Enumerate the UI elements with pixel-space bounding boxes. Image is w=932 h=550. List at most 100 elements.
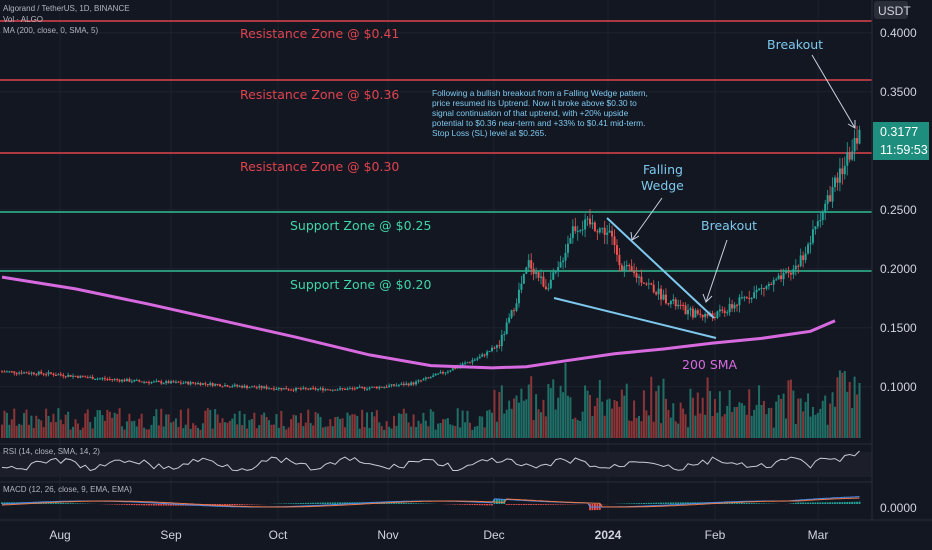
candle-body — [368, 387, 371, 389]
candle-body — [373, 386, 376, 388]
macd-bar — [47, 502, 50, 504]
candle-body — [799, 255, 802, 267]
macd-bar — [547, 504, 550, 505]
volume-bar — [45, 408, 48, 438]
candle-body — [397, 384, 400, 386]
candle-body — [834, 177, 836, 188]
macd-bar — [816, 502, 819, 504]
candle-body — [645, 283, 648, 285]
currency-box[interactable] — [874, 1, 908, 19]
volume-bar — [510, 408, 513, 438]
candle-body — [704, 313, 707, 318]
volume-bar — [54, 422, 57, 438]
macd-bar — [50, 502, 52, 504]
volume-bar — [361, 409, 364, 438]
macd-bar — [469, 504, 471, 505]
macd-bar — [665, 502, 667, 504]
candle-body — [664, 294, 667, 304]
rsi-line — [1, 450, 860, 472]
macd-bar — [304, 502, 307, 504]
macd-bar — [532, 504, 535, 505]
macd-bar — [853, 501, 856, 504]
candle-body — [358, 386, 361, 388]
volume-bar — [552, 379, 555, 438]
macd-bar — [459, 504, 462, 505]
candle-body — [660, 288, 663, 300]
volume-bar — [535, 394, 538, 438]
volume-bar — [59, 419, 62, 438]
macd-bar — [635, 503, 638, 504]
candle-body — [402, 383, 405, 386]
x-tick-labels: Aug Sep Oct Nov Dec 2024 Feb Mar — [49, 528, 828, 542]
candle-body — [750, 298, 753, 300]
volume-bar — [201, 423, 204, 438]
volume-bar — [831, 392, 834, 438]
macd-bar — [476, 504, 479, 506]
candle-body — [272, 388, 275, 390]
candle-body — [223, 385, 226, 387]
candle-body — [356, 386, 359, 389]
candle-body — [811, 229, 814, 243]
volume-bar — [272, 424, 275, 438]
price-axis[interactable]: USDT 0.4000 0.3500 0.2500 0.2000 0.1500 0.100… — [871, 0, 932, 550]
candle-body — [211, 383, 214, 386]
macd-bar — [145, 504, 148, 506]
support-025-label: Support Zone @ $0.25 — [290, 218, 431, 233]
macd-bar — [417, 503, 420, 504]
volume-bar — [740, 403, 743, 438]
candle-body — [265, 386, 268, 389]
candle-body — [819, 220, 822, 222]
candle-body — [135, 379, 138, 381]
volume-bar — [128, 413, 131, 438]
macd-bar — [537, 504, 540, 505]
volume-bar — [721, 416, 724, 438]
candle-body — [613, 236, 616, 245]
volume-bar — [172, 421, 175, 438]
volume-bar — [809, 416, 812, 438]
last-price-value: 0.3177 — [880, 125, 918, 139]
volume-bar — [618, 406, 621, 438]
volume-bar — [81, 427, 84, 438]
volume-bar — [687, 427, 689, 438]
candle-body — [148, 382, 150, 384]
candle-body — [821, 211, 824, 221]
macd-bar — [520, 504, 523, 505]
volume-bar — [378, 422, 381, 438]
candle-body — [442, 372, 444, 374]
candle-body — [45, 374, 48, 376]
macd-bar — [292, 503, 295, 504]
candle-body — [461, 363, 464, 366]
candle-body — [329, 389, 332, 391]
candle-body — [503, 334, 506, 336]
candlesticks — [1, 125, 861, 393]
candle-body — [498, 345, 501, 347]
volume-bar — [363, 427, 366, 438]
candle-body — [189, 382, 192, 385]
volume-bar — [650, 376, 653, 438]
candle-body — [380, 386, 383, 388]
volume-bar — [275, 414, 278, 438]
candle-body — [287, 389, 290, 391]
description-line: Stop Loss (SL) level at $0.265. — [432, 128, 547, 138]
description-line: potential to $0.36 near-term and +33% to… — [432, 118, 645, 128]
volume-bar — [446, 418, 449, 438]
candle-body — [731, 304, 734, 309]
volume-bar — [503, 413, 506, 438]
candle-body — [471, 360, 474, 363]
volume-bar — [520, 388, 523, 438]
macd-bar — [238, 504, 241, 505]
volume-bar — [640, 421, 643, 438]
candle-body — [726, 312, 729, 314]
candle-body — [253, 386, 256, 388]
candle-body — [628, 265, 631, 267]
x-tick-label: Nov — [377, 528, 398, 542]
volume-bar — [383, 429, 386, 438]
macd-bar — [500, 499, 503, 504]
candle-body — [366, 388, 369, 390]
volume-bar — [581, 411, 584, 438]
time-axis[interactable]: Aug Sep Oct Nov Dec 2024 Feb Mar — [0, 519, 932, 550]
macd-bar — [824, 502, 827, 504]
candle-body — [434, 373, 437, 376]
volume-bar — [373, 416, 376, 438]
